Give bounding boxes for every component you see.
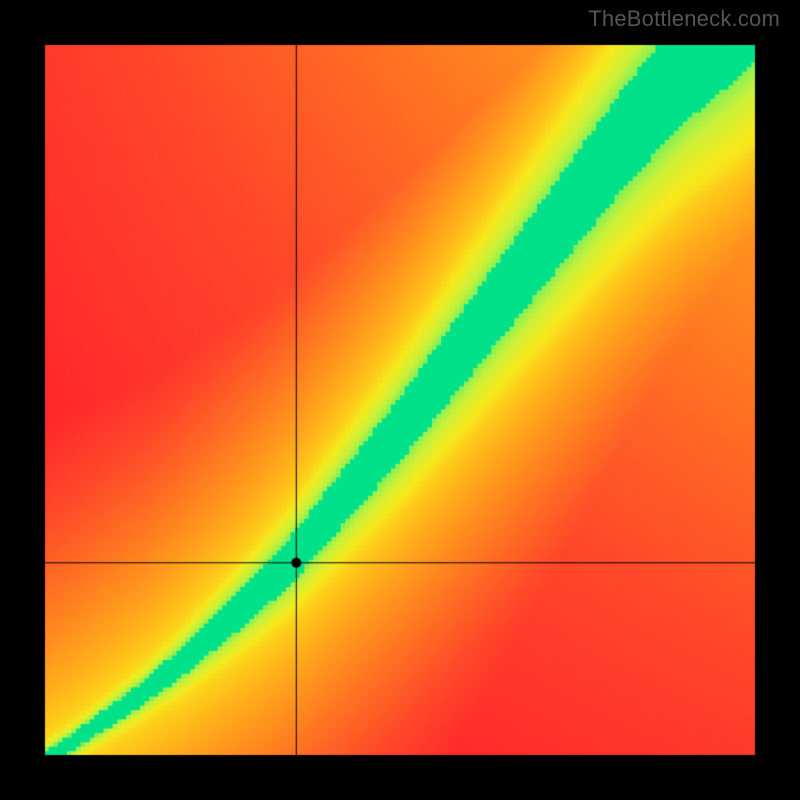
watermark-text: TheBottleneck.com	[588, 6, 780, 32]
chart-container: TheBottleneck.com	[0, 0, 800, 800]
bottleneck-heatmap	[0, 0, 800, 800]
